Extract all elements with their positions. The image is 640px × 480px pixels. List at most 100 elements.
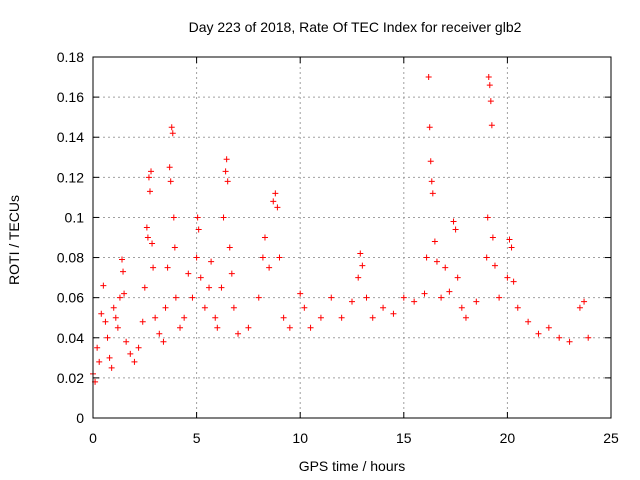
data-point	[390, 310, 397, 317]
data-point	[141, 284, 148, 291]
data-point	[206, 284, 213, 291]
data-point	[94, 344, 101, 351]
data-point	[369, 314, 376, 321]
data-point	[506, 236, 513, 243]
chart-title: Day 223 of 2018, Rate Of TEC Index for r…	[189, 19, 522, 35]
data-point	[164, 264, 171, 271]
data-point	[102, 318, 109, 325]
data-point	[152, 314, 159, 321]
data-point	[98, 310, 105, 317]
data-point	[483, 254, 490, 261]
data-point	[454, 274, 461, 281]
data-point	[230, 304, 237, 311]
data-point	[508, 244, 515, 251]
data-point	[181, 314, 188, 321]
y-tick-label: 0.18	[57, 49, 84, 65]
data-point	[162, 304, 169, 311]
data-point	[121, 290, 128, 297]
data-point	[488, 122, 495, 129]
data-point	[556, 334, 563, 341]
data-point	[272, 190, 279, 197]
data-point	[131, 358, 138, 365]
y-tick-label: 0.14	[57, 129, 84, 145]
data-point	[172, 294, 179, 301]
data-point	[149, 240, 156, 247]
data-point	[170, 214, 177, 221]
data-point	[214, 324, 221, 331]
x-tick-label: 20	[500, 430, 516, 446]
y-tick-label: 0.1	[65, 209, 85, 225]
data-point	[112, 314, 119, 321]
data-point	[489, 234, 496, 241]
data-point	[96, 358, 103, 365]
data-point	[266, 264, 273, 271]
data-point	[169, 130, 176, 137]
data-point	[545, 324, 552, 331]
data-point	[261, 234, 268, 241]
data-point	[222, 168, 229, 175]
y-tick-label: 0.08	[57, 250, 84, 266]
data-point	[270, 198, 277, 205]
data-point	[357, 250, 364, 257]
data-point	[171, 244, 178, 251]
data-point	[218, 284, 225, 291]
data-point	[425, 74, 432, 81]
data-point	[194, 214, 201, 221]
data-point	[452, 226, 459, 233]
data-point	[160, 338, 167, 345]
data-point	[143, 224, 150, 231]
x-tick-label: 5	[193, 430, 201, 446]
data-point	[581, 298, 588, 305]
data-point	[114, 324, 121, 331]
data-point	[212, 314, 219, 321]
data-point	[197, 274, 204, 281]
data-point	[135, 344, 142, 351]
y-tick-label: 0.16	[57, 89, 84, 105]
data-point	[127, 350, 134, 357]
data-point	[156, 330, 163, 337]
data-point	[106, 354, 113, 361]
data-point	[274, 204, 281, 211]
data-point	[363, 294, 370, 301]
data-point	[208, 258, 215, 265]
data-point	[525, 318, 532, 325]
data-point	[442, 264, 449, 271]
data-point	[226, 244, 233, 251]
data-point	[427, 158, 434, 165]
data-point	[223, 156, 230, 163]
data-point	[148, 168, 155, 175]
data-point	[235, 330, 242, 337]
data-point	[421, 290, 428, 297]
data-point	[510, 278, 517, 285]
data-point	[535, 330, 542, 337]
data-point	[123, 338, 130, 345]
x-tick-label: 0	[89, 430, 97, 446]
data-point	[491, 262, 498, 269]
data-point	[438, 294, 445, 301]
data-point	[177, 324, 184, 331]
data-point	[566, 338, 573, 345]
x-tick-label: 10	[292, 430, 308, 446]
data-point	[485, 74, 492, 81]
data-point	[259, 254, 266, 261]
data-point	[433, 258, 440, 265]
data-point	[193, 254, 200, 261]
data-point	[286, 324, 293, 331]
data-point	[167, 178, 174, 185]
data-point	[110, 304, 117, 311]
data-point	[450, 218, 457, 225]
data-point	[317, 314, 324, 321]
data-point	[108, 364, 115, 371]
data-point	[189, 294, 196, 301]
data-point	[228, 270, 235, 277]
data-point	[458, 304, 465, 311]
data-point	[100, 282, 107, 289]
y-tick-label: 0.12	[57, 169, 84, 185]
data-point	[139, 318, 146, 325]
data-point	[484, 214, 491, 221]
data-point	[429, 190, 436, 197]
x-tick-label: 15	[396, 430, 412, 446]
x-tick-label: 25	[603, 430, 619, 446]
data-point	[428, 178, 435, 185]
